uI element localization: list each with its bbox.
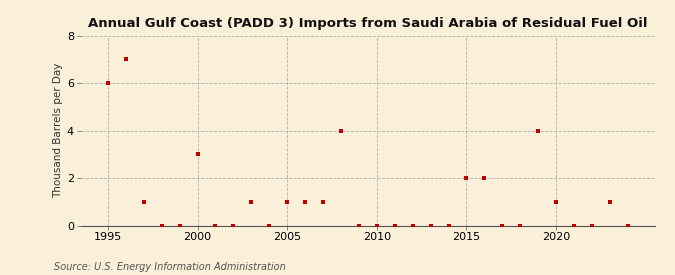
Point <box>300 200 310 204</box>
Point <box>318 200 329 204</box>
Point <box>443 223 454 228</box>
Point <box>622 223 633 228</box>
Y-axis label: Thousand Barrels per Day: Thousand Barrels per Day <box>53 63 63 198</box>
Point <box>461 176 472 180</box>
Point <box>497 223 508 228</box>
Point <box>210 223 221 228</box>
Point <box>533 128 543 133</box>
Point <box>281 200 292 204</box>
Point <box>192 152 203 156</box>
Point <box>407 223 418 228</box>
Point <box>605 200 616 204</box>
Point <box>228 223 239 228</box>
Point <box>138 200 149 204</box>
Point <box>587 223 597 228</box>
Point <box>568 223 579 228</box>
Point <box>371 223 382 228</box>
Point <box>515 223 526 228</box>
Point <box>174 223 185 228</box>
Text: Source: U.S. Energy Information Administration: Source: U.S. Energy Information Administ… <box>54 262 286 272</box>
Title: Annual Gulf Coast (PADD 3) Imports from Saudi Arabia of Residual Fuel Oil: Annual Gulf Coast (PADD 3) Imports from … <box>88 17 647 31</box>
Point <box>103 81 113 85</box>
Point <box>425 223 436 228</box>
Point <box>246 200 256 204</box>
Point <box>157 223 167 228</box>
Point <box>354 223 364 228</box>
Point <box>120 57 131 62</box>
Point <box>551 200 562 204</box>
Point <box>264 223 275 228</box>
Point <box>389 223 400 228</box>
Point <box>335 128 346 133</box>
Point <box>479 176 490 180</box>
